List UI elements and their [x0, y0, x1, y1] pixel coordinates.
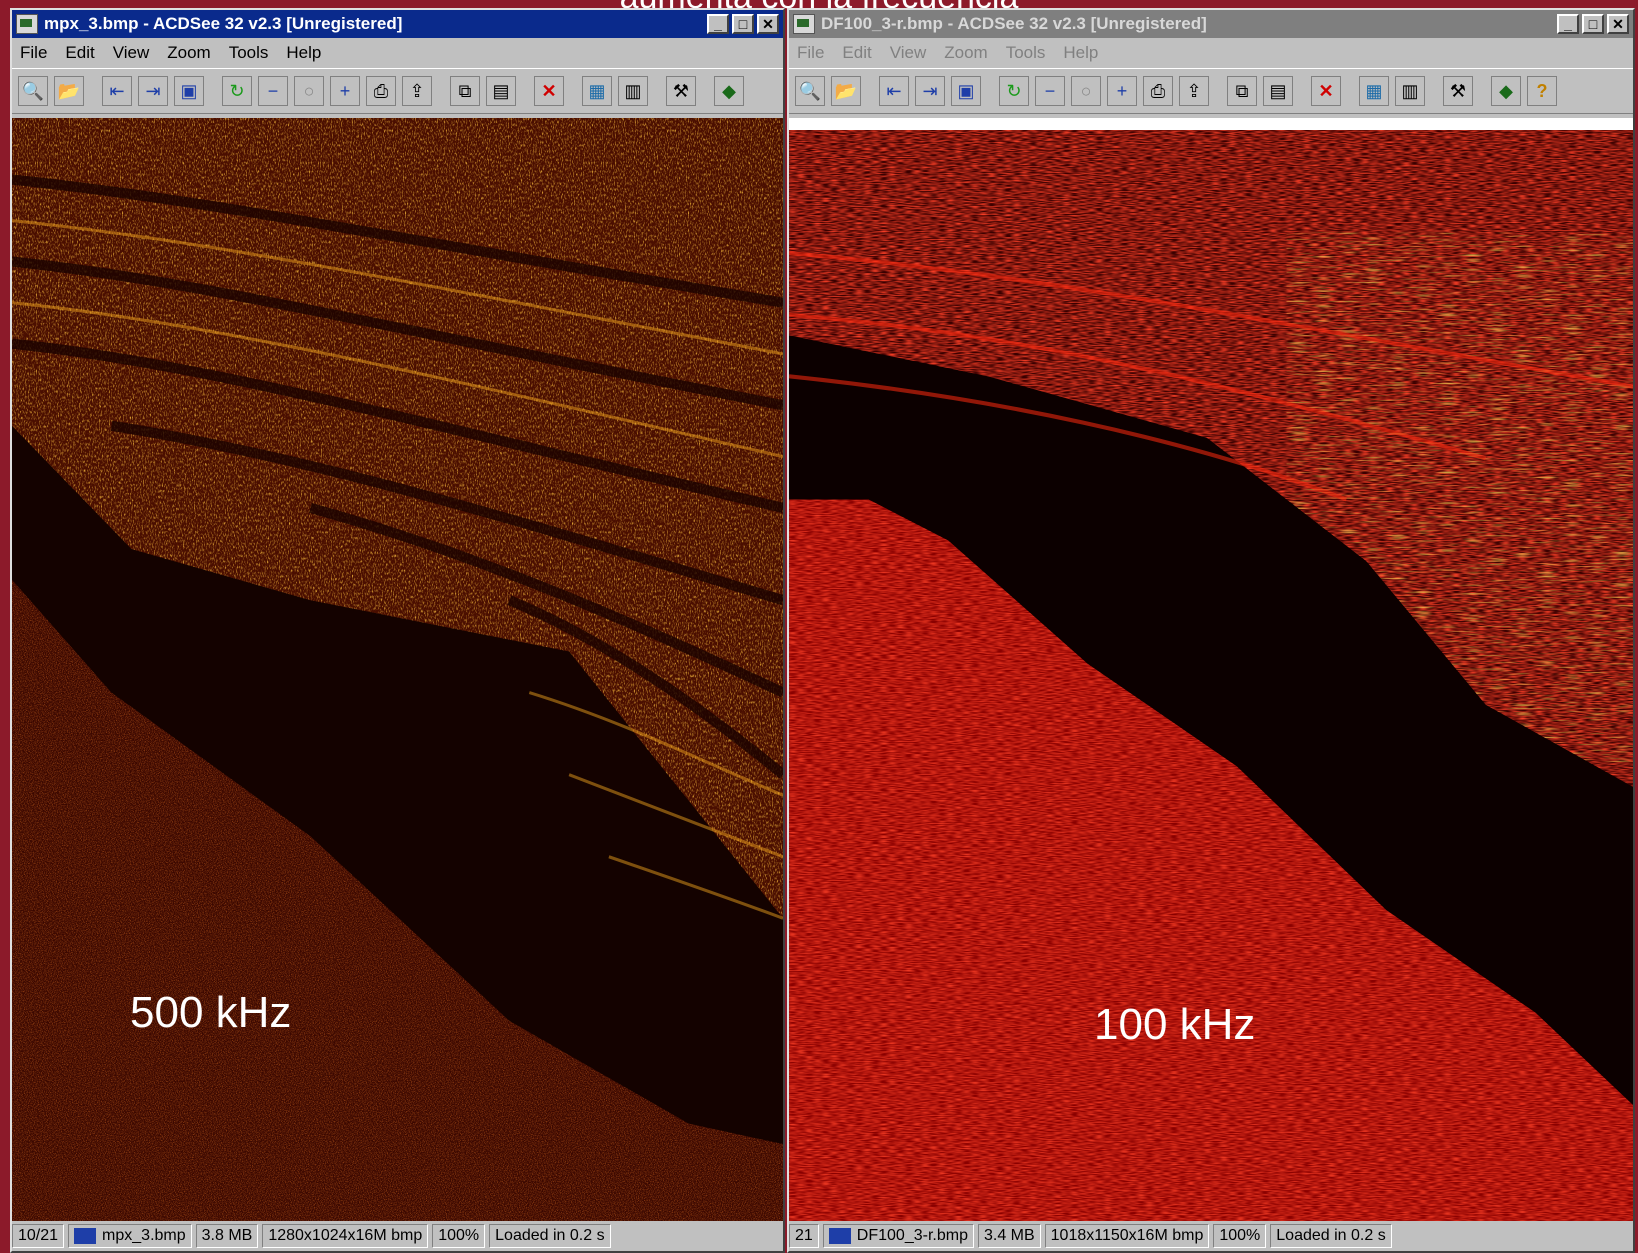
app-icon[interactable]: [793, 14, 815, 34]
open-folder-icon[interactable]: 📂: [54, 76, 84, 106]
zoom-in-icon[interactable]: +: [1107, 76, 1137, 106]
menu-bar: File Edit View Zoom Tools Help: [789, 38, 1633, 68]
plugin-icon[interactable]: ◆: [714, 76, 744, 106]
zoom-icon[interactable]: ○: [1071, 76, 1101, 106]
previous-icon[interactable]: ⇤: [102, 76, 132, 106]
open-folder-icon[interactable]: 📂: [831, 76, 861, 106]
menu-help[interactable]: Help: [286, 43, 322, 62]
minimize-button[interactable]: _: [1557, 14, 1579, 34]
delete-icon[interactable]: ✕: [534, 76, 564, 106]
minimize-button[interactable]: _: [707, 14, 729, 34]
status-dimensions: 1280x1024x16M bmp: [262, 1224, 429, 1248]
rotate-icon[interactable]: ↻: [999, 76, 1029, 106]
app-icon[interactable]: [16, 14, 38, 34]
copy-icon[interactable]: ⧉: [450, 76, 480, 106]
zoom-out-icon[interactable]: −: [1035, 76, 1065, 106]
print-icon[interactable]: ⎙: [1143, 76, 1173, 106]
image-viewer[interactable]: 100 kHz: [789, 118, 1633, 1221]
menu-zoom[interactable]: Zoom: [944, 43, 988, 62]
slideshow-icon[interactable]: ▦: [1359, 76, 1389, 106]
fullscreen-icon[interactable]: ▣: [174, 76, 204, 106]
image-viewer[interactable]: 500 kHz: [12, 118, 783, 1221]
acdsee-window-right: DF100_3-r.bmp - ACDSee 32 v2.3 [Unregist…: [787, 8, 1635, 1253]
copy-icon[interactable]: ⧉: [1227, 76, 1257, 106]
status-filename-text: DF100_3-r.bmp: [856, 1227, 968, 1244]
menu-tools[interactable]: Tools: [1005, 43, 1046, 62]
menu-view[interactable]: View: [889, 43, 927, 62]
sonar-image-500khz: [12, 118, 783, 1221]
status-load-time: Loaded in 0.2 s: [1270, 1224, 1392, 1248]
menu-bar: File Edit View Zoom Tools Help: [12, 38, 783, 68]
acdsee-window-left: mpx_3.bmp - ACDSee 32 v2.3 [Unregistered…: [10, 8, 785, 1253]
paste-icon[interactable]: ▤: [486, 76, 516, 106]
tools-icon[interactable]: ⚒: [1443, 76, 1473, 106]
status-filename: mpx_3.bmp: [68, 1224, 192, 1248]
window-title: mpx_3.bmp - ACDSee 32 v2.3 [Unregistered…: [44, 14, 403, 33]
title-bar[interactable]: mpx_3.bmp - ACDSee 32 v2.3 [Unregistered…: [12, 10, 783, 38]
status-dimensions: 1018x1150x16M bmp: [1044, 1224, 1210, 1248]
sonar-image-100khz: [789, 130, 1633, 1221]
close-button[interactable]: ✕: [1607, 14, 1629, 34]
next-icon[interactable]: ⇥: [138, 76, 168, 106]
status-bar: 10/21 mpx_3.bmp 3.8 MB 1280x1024x16M bmp…: [12, 1221, 783, 1251]
status-zoom: 100%: [1213, 1224, 1267, 1248]
status-filesize: 3.8 MB: [195, 1224, 259, 1248]
zoom-icon[interactable]: ○: [294, 76, 324, 106]
zoom-out-icon[interactable]: −: [258, 76, 288, 106]
status-filename-text: mpx_3.bmp: [102, 1227, 186, 1244]
previous-icon[interactable]: ⇤: [879, 76, 909, 106]
menu-view[interactable]: View: [112, 43, 150, 62]
menu-tools[interactable]: Tools: [228, 43, 269, 62]
menu-file[interactable]: File: [797, 43, 825, 62]
acquire-icon[interactable]: ⇪: [402, 76, 432, 106]
menu-edit[interactable]: Edit: [842, 43, 872, 62]
maximize-button[interactable]: □: [1582, 14, 1604, 34]
acquire-icon[interactable]: ⇪: [1179, 76, 1209, 106]
properties-icon[interactable]: ▥: [1395, 76, 1425, 106]
status-load-time: Loaded in 0.2 s: [489, 1224, 611, 1248]
window-title: DF100_3-r.bmp - ACDSee 32 v2.3 [Unregist…: [821, 14, 1207, 33]
help-icon[interactable]: ?: [1527, 76, 1557, 106]
browse-icon[interactable]: 🔍: [795, 76, 825, 106]
menu-help[interactable]: Help: [1063, 43, 1099, 62]
fullscreen-icon[interactable]: ▣: [951, 76, 981, 106]
toolbar: 🔍 📂 ⇤ ⇥ ▣ ↻ − ○ + ⎙ ⇪ ⧉ ▤ ✕ ▦ ▥ ⚒ ◆ ?: [789, 68, 1633, 114]
status-bar: 21 DF100_3-r.bmp 3.4 MB 1018x1150x16M bm…: [789, 1221, 1633, 1251]
status-index: 10/21: [12, 1224, 65, 1248]
frequency-label: 500 kHz: [130, 988, 292, 1037]
bmp-file-icon: [74, 1227, 97, 1244]
zoom-in-icon[interactable]: +: [330, 76, 360, 106]
plugin-icon[interactable]: ◆: [1491, 76, 1521, 106]
status-zoom: 100%: [432, 1224, 486, 1248]
maximize-button[interactable]: □: [732, 14, 754, 34]
menu-file[interactable]: File: [20, 43, 48, 62]
bmp-file-icon: [828, 1227, 851, 1244]
status-index: 21: [789, 1224, 819, 1248]
delete-icon[interactable]: ✕: [1311, 76, 1341, 106]
next-icon[interactable]: ⇥: [915, 76, 945, 106]
toolbar: 🔍 📂 ⇤ ⇥ ▣ ↻ − ○ + ⎙ ⇪ ⧉ ▤ ✕ ▦ ▥ ⚒ ◆: [12, 68, 783, 114]
menu-zoom[interactable]: Zoom: [167, 43, 211, 62]
paste-icon[interactable]: ▤: [1263, 76, 1293, 106]
status-filesize: 3.4 MB: [977, 1224, 1041, 1248]
menu-edit[interactable]: Edit: [65, 43, 95, 62]
print-icon[interactable]: ⎙: [366, 76, 396, 106]
close-button[interactable]: ✕: [757, 14, 779, 34]
frequency-label: 100 kHz: [1094, 1000, 1256, 1049]
properties-icon[interactable]: ▥: [618, 76, 648, 106]
title-bar[interactable]: DF100_3-r.bmp - ACDSee 32 v2.3 [Unregist…: [789, 10, 1633, 38]
status-filename: DF100_3-r.bmp: [822, 1224, 974, 1248]
slideshow-icon[interactable]: ▦: [582, 76, 612, 106]
tools-icon[interactable]: ⚒: [666, 76, 696, 106]
browse-icon[interactable]: 🔍: [18, 76, 48, 106]
rotate-icon[interactable]: ↻: [222, 76, 252, 106]
